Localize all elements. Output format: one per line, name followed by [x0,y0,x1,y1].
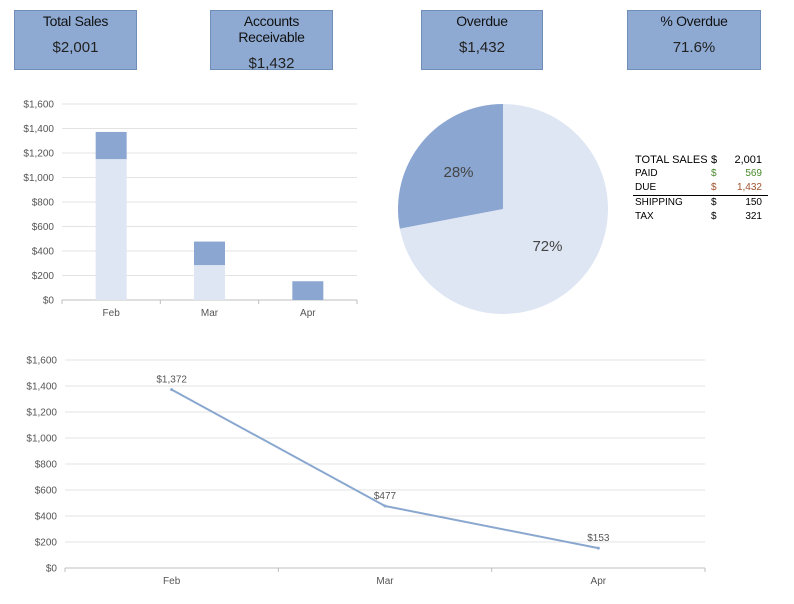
summary-row-due: DUE $ 1,432 [633,181,768,195]
y-tick-label: $1,000 [26,434,57,445]
kpi-value: $1,432 [248,55,295,72]
data-point [596,546,600,550]
summary-value: 569 [745,168,762,179]
data-point [383,504,387,508]
summary-currency: $ [711,211,717,222]
y-tick-label: $1,200 [26,408,57,419]
kpi-label: % Overdue [660,13,728,29]
kpi-label: Overdue [456,13,508,29]
summary-value: 2,001 [734,154,762,166]
summary-row-paid: PAID $ 569 [633,167,768,181]
bar-segment [194,241,225,266]
summary-table: TOTAL SALES $ 2,001 PAID $ 569 DUE $ 1,4… [633,153,768,224]
y-tick-label: $800 [32,198,55,209]
data-point [170,388,174,392]
bar-segment [194,265,225,300]
data-label: $1,372 [156,375,187,386]
summary-currency: $ [711,182,717,193]
y-tick-label: $600 [32,222,55,233]
y-tick-label: $0 [43,296,55,307]
y-tick-label: $1,600 [26,356,57,367]
pie-slice [398,104,503,229]
bar-segment [95,131,127,160]
x-tick-label: Apr [300,308,316,319]
summary-currency: $ [711,168,717,179]
data-label: $477 [374,491,397,502]
kpi-value: $2,001 [52,39,99,56]
x-tick-label: Mar [201,308,219,319]
bar-segment [292,281,324,300]
summary-label: TAX [635,211,654,222]
kpi-label: Accounts Receivable [238,13,305,45]
y-tick-label: $800 [35,460,58,471]
y-tick-label: $200 [32,271,55,282]
pie-slice [399,104,609,314]
bar-segment [95,159,127,300]
summary-value: 1,432 [736,182,762,193]
y-tick-label: $1,400 [23,124,54,135]
kpi-total-sales: Total Sales $2,001 [14,10,137,70]
x-tick-label: Feb [163,576,181,587]
y-tick-label: $0 [46,564,58,575]
summary-row-total-sales: TOTAL SALES $ 2,001 [633,153,768,167]
y-tick-label: $600 [35,486,58,497]
summary-row-shipping: SHIPPING $ 150 [633,195,768,210]
summary-label: PAID [635,168,658,179]
y-tick-label: $1,400 [26,382,57,393]
pie-slice-label: 72% [532,238,562,255]
data-label: $153 [587,533,610,544]
summary-currency: $ [711,197,717,208]
kpi-overdue: Overdue $1,432 [421,10,543,70]
x-tick-label: Mar [376,576,394,587]
summary-label: DUE [635,182,657,193]
kpi-accounts-receivable: Accounts Receivable $1,432 [210,10,333,72]
kpi-label: Total Sales [42,13,109,29]
x-tick-label: Feb [103,308,121,319]
summary-row-tax: TAX $ 321 [633,210,768,224]
kpi-percent-overdue: % Overdue 71.6% [627,10,761,70]
summary-label: SHIPPING [635,197,683,208]
y-tick-label: $1,600 [23,100,54,111]
kpi-value: $1,432 [459,39,505,56]
x-tick-label: Apr [591,576,607,587]
y-tick-label: $200 [35,538,58,549]
y-tick-label: $400 [32,247,55,258]
summary-value: 150 [745,197,762,208]
summary-value: 321 [745,211,762,222]
y-tick-label: $1,000 [23,173,54,184]
summary-label: TOTAL SALES [635,154,708,166]
kpi-value: 71.6% [672,39,716,56]
series-line [171,388,599,550]
y-tick-label: $1,200 [23,149,54,160]
y-tick-label: $400 [35,512,58,523]
summary-currency: $ [711,154,718,166]
pie-slice-label: 28% [443,164,473,181]
